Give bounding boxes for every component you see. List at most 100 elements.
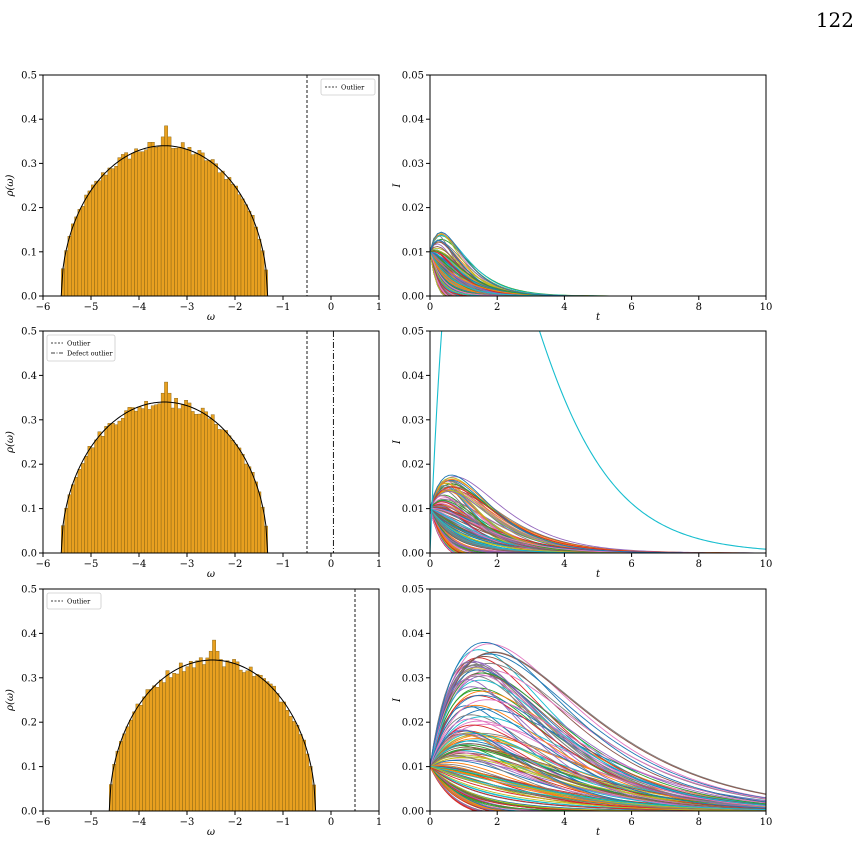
histogram-bar [94, 180, 99, 297]
histogram-panel-2: Outlier Defect outlier −6 −5 −4 −3 −2 −1 0 1 0.0 0.… [5, 327, 382, 581]
x-tick-label: 8 [696, 559, 702, 570]
plot-frame [429, 588, 767, 812]
x-axis-label: t [596, 827, 601, 838]
histogram-bar [247, 210, 252, 297]
histogram-bar [207, 160, 212, 297]
histogram-bar [194, 153, 198, 297]
histogram-bar [184, 400, 188, 554]
histogram-bar [295, 725, 300, 812]
y-tick-label: 0.00 [402, 807, 424, 818]
histogram-bar [258, 674, 263, 812]
semicircle-fit [60, 145, 269, 297]
histogram-bar [94, 439, 99, 554]
data-line [430, 706, 766, 809]
curves-panel-1: 0 2 4 6 8 10 0.00 0.01 0.02 0.03 0.04 0.05 t I [392, 71, 772, 324]
histogram-bar [147, 409, 152, 554]
plot-frame [42, 588, 380, 812]
curve-group [430, 641, 766, 811]
y-tick-label: 0.5 [21, 71, 37, 82]
histogram-bar [71, 484, 75, 554]
histogram-bar [222, 666, 226, 812]
legend-box [46, 334, 116, 362]
y-tick-label: 0.01 [402, 247, 424, 258]
x-tick-label: 6 [628, 559, 634, 570]
data-line [430, 766, 766, 811]
page-number: 122 [815, 8, 854, 32]
x-tick-label: 2 [494, 559, 500, 570]
y-tick-label: 0.3 [21, 673, 37, 684]
x-tick-label: 2 [494, 302, 500, 313]
x-tick-label: −6 [36, 817, 51, 828]
histogram-bar [207, 418, 212, 554]
histogram-bar [160, 392, 165, 554]
histogram-bar [224, 179, 228, 297]
x-tick-label: −3 [180, 559, 195, 570]
legend-label: Defect outlier [67, 350, 113, 358]
x-tick-label: −5 [84, 817, 99, 828]
histogram-bar [104, 174, 109, 297]
histogram-bar [268, 683, 273, 812]
histogram-bar [257, 491, 262, 554]
y-axis-label: I [392, 439, 403, 445]
data-line [430, 699, 766, 802]
x-tick-label: 4 [561, 817, 567, 828]
histogram-bar [77, 209, 82, 297]
x-tick-label: 0 [427, 559, 433, 570]
histogram-bar [262, 678, 266, 812]
data-line [430, 643, 766, 799]
histogram-bar [157, 403, 162, 554]
histogram-bar [147, 142, 152, 297]
data-line [430, 662, 766, 800]
data-line [430, 641, 766, 803]
histogram-bar [257, 238, 262, 297]
y-tick-label: 0.00 [402, 549, 424, 560]
histogram-bar [180, 142, 185, 297]
x-tick-label: 8 [696, 817, 702, 828]
histogram-bar [250, 472, 255, 554]
x-tick-label: 8 [696, 302, 702, 313]
y-tick-label: 0.1 [21, 762, 37, 773]
histogram-bar [282, 701, 286, 812]
histogram-bar [107, 167, 112, 297]
x-axis-label: ω [207, 312, 215, 323]
histogram-bar [148, 689, 153, 812]
y-tick-label: 0.05 [402, 327, 424, 338]
x-tick-label: −2 [228, 302, 243, 313]
y-tick-label: 0.04 [402, 115, 424, 126]
y-tick-label: 0.01 [402, 762, 424, 773]
histogram-bar [110, 422, 115, 554]
histogram-bar [227, 177, 232, 297]
histogram-bar [127, 407, 132, 554]
histogram-bar [210, 159, 215, 297]
y-tick-label: 0.5 [21, 585, 37, 596]
y-tick-label: 0.0 [21, 292, 37, 303]
histogram-bar [234, 185, 238, 297]
histogram-bar [139, 704, 143, 812]
histogram-bar [278, 701, 283, 812]
x-tick-label: 6 [628, 302, 634, 313]
x-tick-label: −3 [180, 302, 195, 313]
histogram-bar [158, 679, 163, 812]
histogram-bar [150, 405, 155, 554]
histogram-bar [217, 429, 222, 554]
x-tick-label: 2 [494, 817, 500, 828]
plot-frame [42, 74, 380, 297]
y-tick-label: 0.4 [21, 629, 37, 640]
histogram-bar [220, 429, 225, 554]
x-tick-label: 1 [376, 817, 382, 828]
y-tick-label: 0.1 [21, 504, 37, 515]
y-tick-label: 0.05 [402, 585, 424, 596]
histogram-bar [81, 206, 85, 297]
histogram-bar [240, 454, 245, 554]
data-line [430, 766, 766, 811]
histogram-bar [117, 420, 122, 554]
x-tick-label: 1 [376, 559, 382, 570]
histogram-bar [254, 481, 258, 554]
data-line [430, 766, 766, 810]
histogram-bar [134, 148, 139, 297]
histogram-bar [237, 194, 242, 297]
histogram-bar [177, 147, 182, 297]
curves-panel-3: 0 2 4 6 8 10 0.00 0.01 0.02 0.03 0.04 0.05 t I [392, 327, 772, 581]
x-tick-label: −2 [228, 559, 243, 570]
data-line [430, 664, 766, 808]
